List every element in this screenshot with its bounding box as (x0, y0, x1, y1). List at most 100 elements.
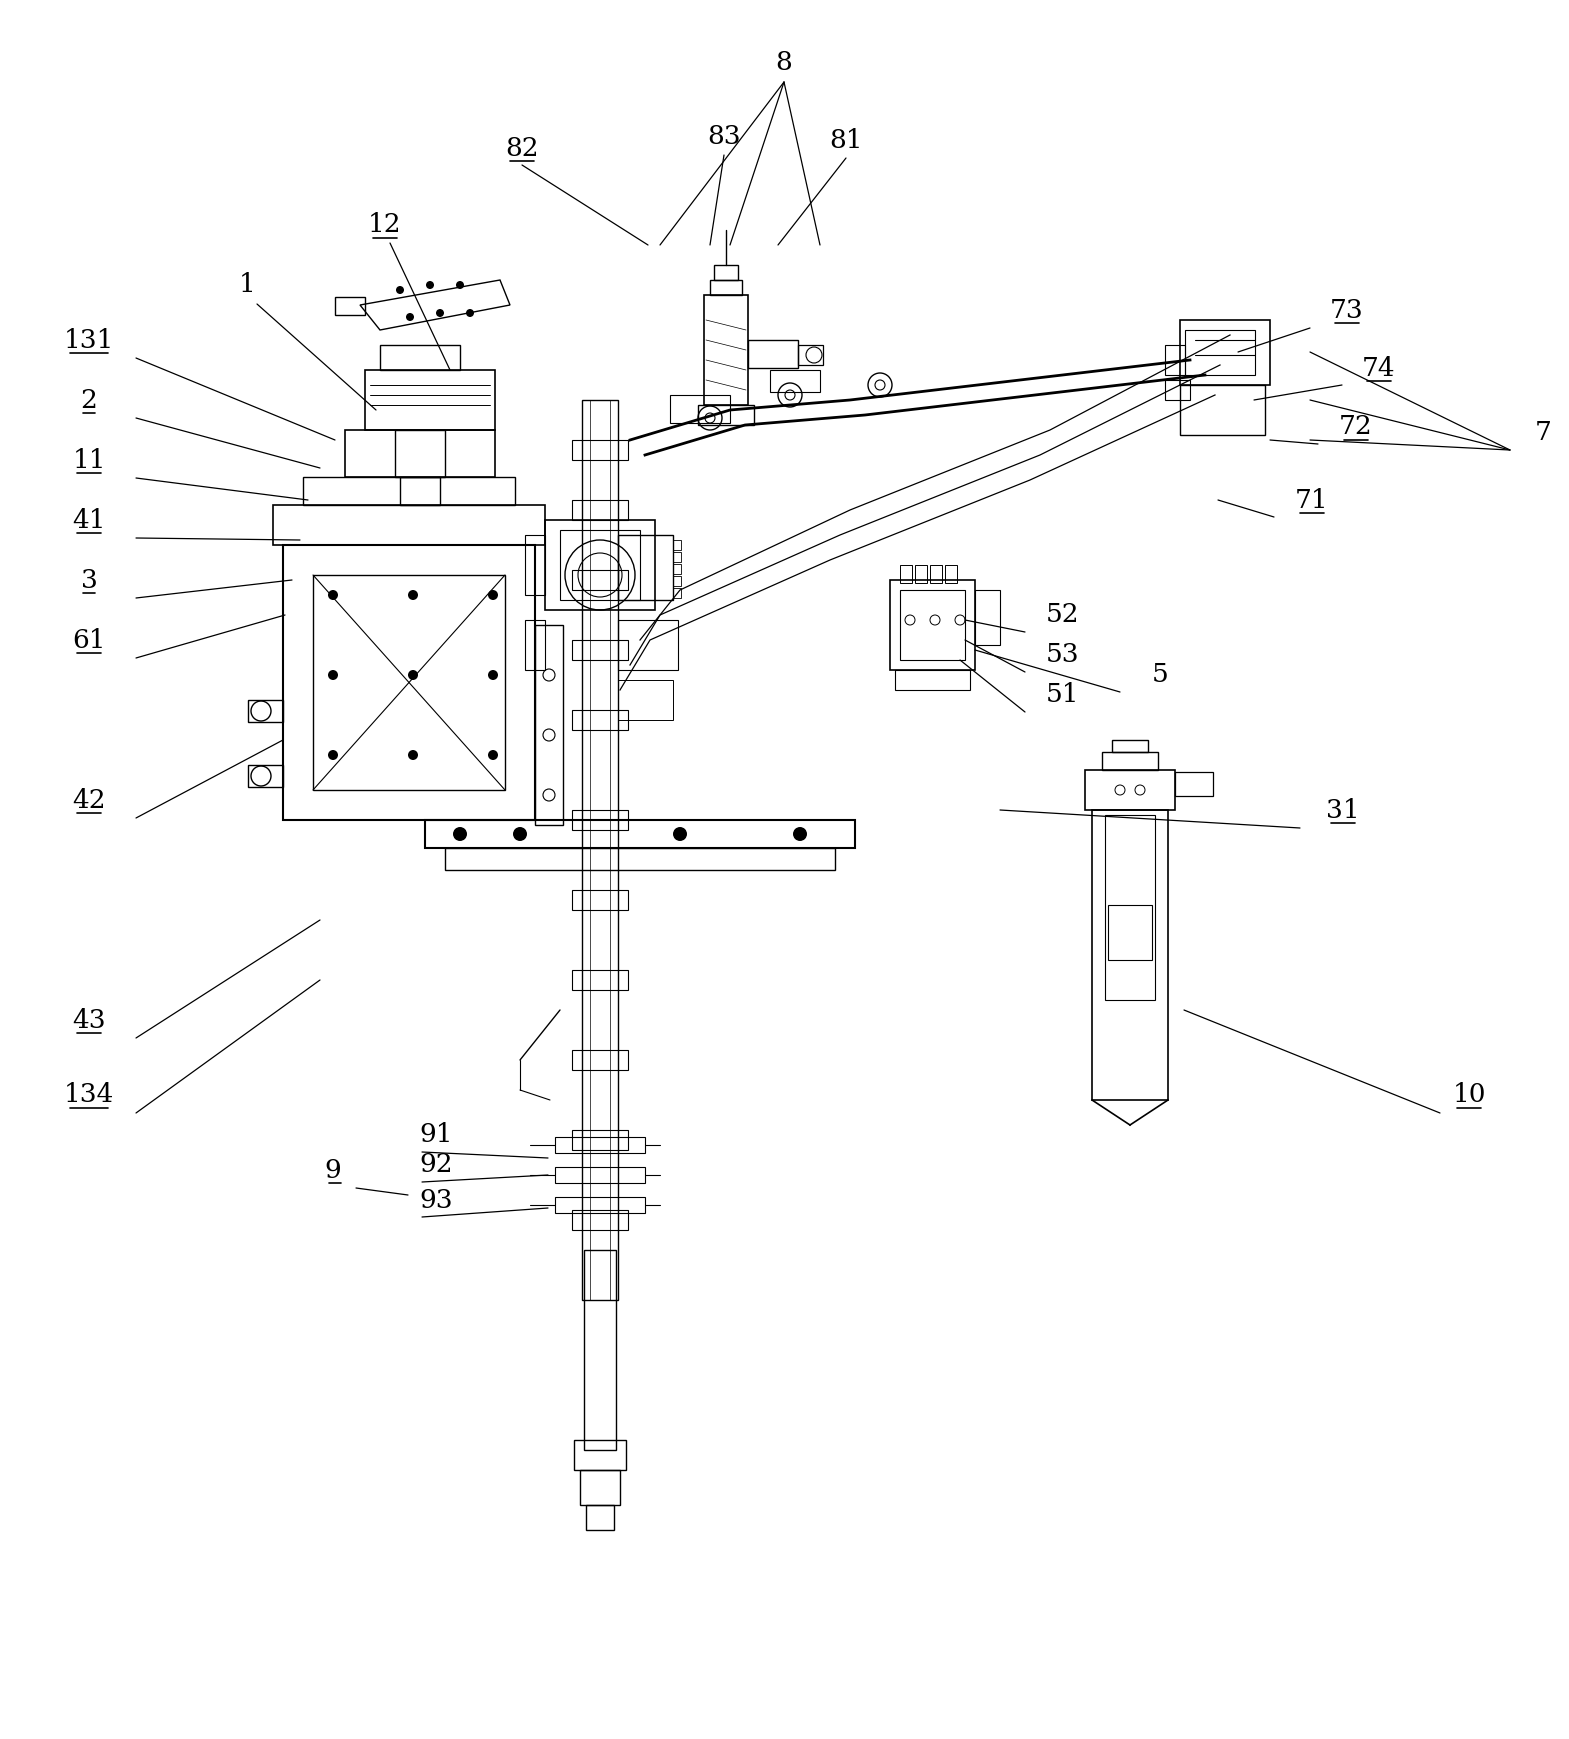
Bar (770, 370, 821, 391)
Text: 7: 7 (1534, 419, 1552, 445)
Bar (573, 890, 628, 909)
Text: 93: 93 (419, 1188, 453, 1212)
Bar (303, 476, 515, 504)
Bar (312, 576, 505, 790)
Bar (673, 551, 681, 562)
Text: 53: 53 (1047, 642, 1079, 668)
Text: 91: 91 (419, 1122, 453, 1148)
Bar (573, 1050, 628, 1069)
Bar (1092, 810, 1167, 1101)
Bar (748, 341, 799, 369)
Bar (380, 344, 460, 370)
Bar (582, 400, 618, 1301)
Circle shape (436, 310, 444, 316)
Bar (573, 1130, 628, 1149)
Bar (555, 1196, 645, 1214)
Bar (1108, 904, 1152, 960)
Bar (618, 536, 673, 600)
Circle shape (395, 285, 403, 294)
Bar (366, 370, 494, 430)
Bar (400, 476, 439, 504)
Bar (618, 680, 673, 720)
Bar (573, 440, 628, 461)
Text: 2: 2 (80, 388, 97, 412)
Text: 134: 134 (64, 1082, 115, 1108)
Bar (1112, 741, 1149, 751)
Bar (573, 710, 628, 730)
Bar (974, 590, 999, 645)
Circle shape (488, 750, 497, 760)
Bar (901, 590, 965, 661)
Bar (930, 565, 941, 583)
Circle shape (513, 828, 527, 842)
Text: 11: 11 (72, 447, 105, 473)
Bar (585, 1504, 613, 1530)
Circle shape (408, 590, 417, 600)
Text: 92: 92 (419, 1153, 453, 1177)
Bar (573, 810, 628, 830)
Bar (799, 344, 824, 365)
Text: 10: 10 (1453, 1082, 1486, 1108)
Bar (282, 544, 535, 821)
Bar (544, 520, 654, 610)
Bar (1180, 384, 1265, 435)
Text: 82: 82 (505, 136, 538, 160)
Bar (1105, 816, 1155, 1000)
Bar (573, 640, 628, 661)
Bar (673, 576, 681, 586)
Circle shape (453, 828, 468, 842)
Text: 72: 72 (1338, 414, 1373, 440)
Text: 52: 52 (1047, 602, 1079, 628)
Text: 1: 1 (238, 273, 256, 297)
Bar (574, 1440, 626, 1469)
Text: 61: 61 (72, 628, 105, 652)
Circle shape (466, 310, 474, 316)
Circle shape (328, 590, 337, 600)
Circle shape (328, 670, 337, 680)
Bar (584, 1250, 617, 1450)
Bar (248, 765, 282, 788)
Bar (1180, 320, 1269, 384)
Bar (901, 565, 912, 583)
Text: 41: 41 (72, 508, 105, 532)
Text: 3: 3 (80, 567, 97, 593)
Bar (560, 530, 640, 600)
Bar (1166, 344, 1185, 376)
Bar (1086, 770, 1175, 810)
Bar (673, 541, 681, 550)
Bar (526, 621, 544, 670)
Bar (673, 563, 681, 574)
Bar (555, 1137, 645, 1153)
Bar (673, 588, 681, 598)
Bar (581, 1469, 620, 1504)
Bar (704, 296, 748, 405)
Bar (425, 821, 855, 849)
Text: 81: 81 (830, 127, 863, 153)
Bar (555, 1167, 645, 1183)
Circle shape (792, 828, 806, 842)
Bar (573, 970, 628, 989)
Bar (248, 701, 282, 722)
Bar (573, 570, 628, 590)
Bar (573, 1210, 628, 1229)
Bar (1185, 330, 1255, 376)
Bar (573, 501, 628, 520)
Text: 43: 43 (72, 1007, 105, 1033)
Circle shape (457, 282, 464, 289)
Bar (711, 280, 742, 296)
Circle shape (427, 282, 435, 289)
Bar (273, 504, 544, 544)
Bar (618, 621, 678, 670)
Bar (890, 581, 974, 670)
Bar (446, 849, 835, 870)
Bar (1166, 381, 1189, 400)
Bar (345, 430, 494, 476)
Text: 5: 5 (1152, 663, 1169, 687)
Bar (336, 297, 366, 315)
Text: 73: 73 (1331, 297, 1363, 322)
Text: 131: 131 (64, 327, 115, 353)
Text: 42: 42 (72, 788, 105, 812)
Bar (698, 405, 755, 424)
Text: 74: 74 (1362, 355, 1396, 381)
Bar (945, 565, 957, 583)
